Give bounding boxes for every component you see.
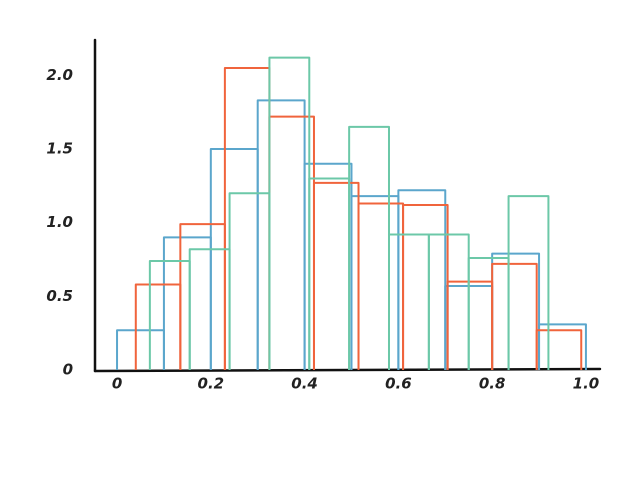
- histogram-bar: [535, 329, 583, 370]
- histogram-bar: [268, 56, 311, 370]
- histogram-bar: [397, 189, 447, 370]
- y-tick-label: 0: [63, 361, 73, 379]
- histogram-bar: [162, 236, 212, 370]
- histogram-bar: [507, 195, 550, 370]
- y-tick-label: 2.0: [46, 66, 73, 84]
- histogram-bar: [188, 248, 231, 370]
- histogram-bar: [357, 202, 405, 370]
- histogram-bar: [491, 262, 538, 370]
- histogram-bar: [446, 280, 494, 370]
- x-tick-label: 0.2: [198, 375, 225, 393]
- histogram-bar: [209, 148, 259, 370]
- x-tick-label: 1.0: [573, 375, 600, 393]
- x-axis: [93, 367, 602, 373]
- histogram-bar: [308, 177, 351, 370]
- histogram-bar: [223, 66, 271, 370]
- y-tick-label: 1.0: [46, 213, 73, 231]
- y-tick-label: 1.5: [46, 140, 73, 158]
- histogram-bar: [148, 259, 191, 370]
- x-tick-label: 0: [112, 375, 122, 393]
- y-tick-label: 0.5: [46, 287, 73, 305]
- histogram-bar: [116, 329, 165, 370]
- histogram-bar: [348, 125, 390, 370]
- histogram-bar: [256, 99, 306, 370]
- x-tick-label: 0.4: [291, 375, 318, 393]
- histogram-bar: [402, 204, 449, 370]
- histogram-bar: [134, 283, 182, 370]
- histogram-bar: [303, 162, 353, 370]
- histogram-bar: [491, 252, 541, 370]
- histogram-bar: [427, 233, 470, 370]
- x-tick-label: 0.6: [385, 375, 412, 393]
- histogram-bar: [538, 323, 587, 370]
- histogram-bar: [268, 115, 315, 370]
- x-tick-label: 0.8: [479, 375, 506, 393]
- histogram-bar: [179, 223, 226, 370]
- histogram-bar: [387, 233, 430, 370]
- histogram-bar: [228, 192, 271, 370]
- histogram-bar: [467, 257, 510, 370]
